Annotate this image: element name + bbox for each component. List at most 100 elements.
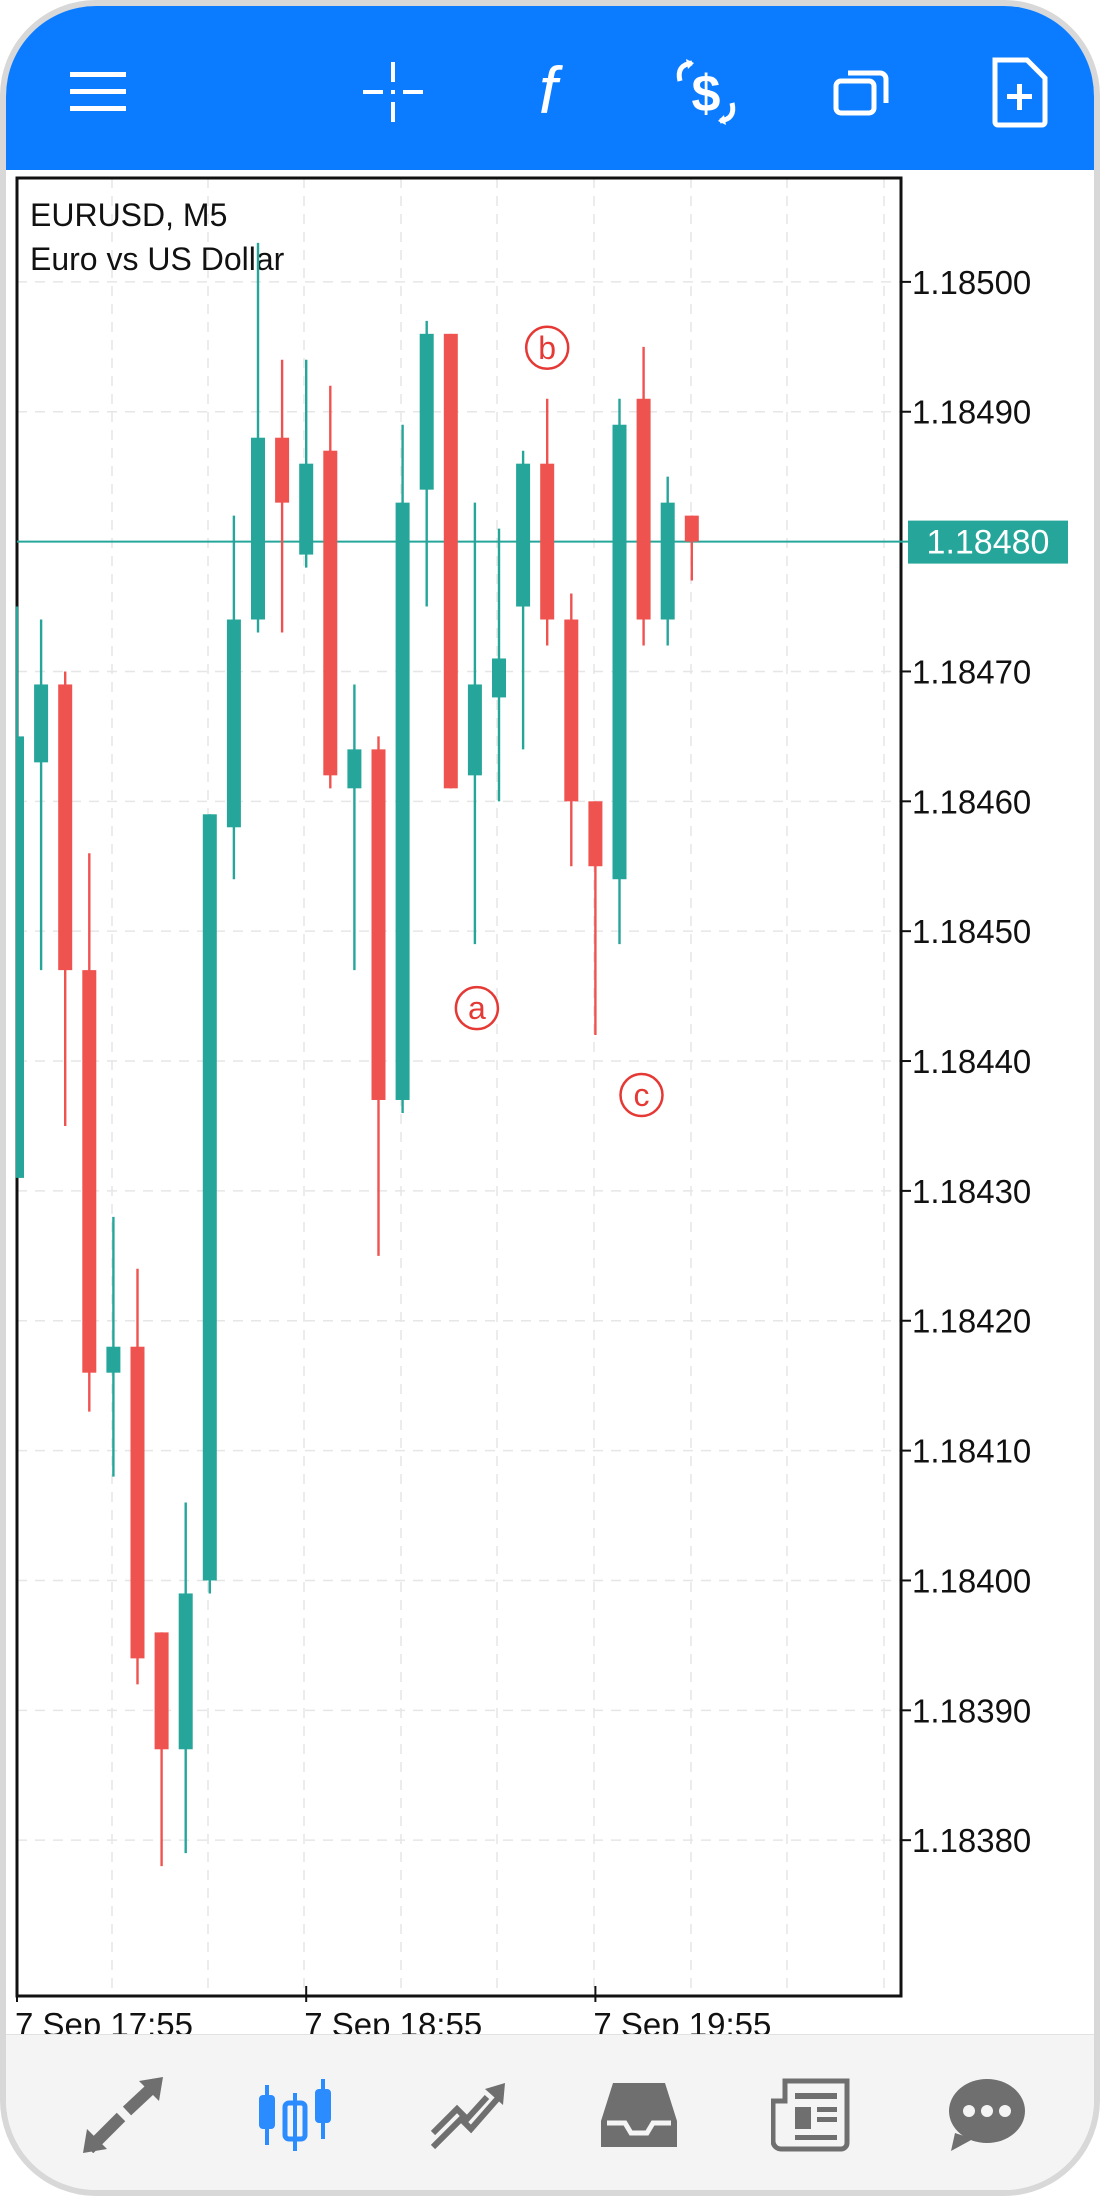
candle-body [467, 684, 482, 776]
annotation-marker: b [524, 325, 570, 371]
candle [540, 398, 555, 646]
annotation-circle [619, 1072, 664, 1118]
annotation-label: c [634, 1077, 650, 1113]
nav-trade[interactable] [407, 2065, 527, 2165]
candle-body [492, 658, 506, 698]
candle-body [34, 684, 49, 763]
candle-body [540, 463, 555, 620]
trade-history-icon [430, 2083, 505, 2150]
candle [660, 476, 675, 646]
time-axis: 7 Sep 17:55 7 Sep 18:55 7 Sep 19:55 [15, 1986, 771, 2034]
svg-text:$: $ [692, 65, 721, 123]
chart-grid [17, 178, 901, 1996]
y-tick-label: 1.18440 [912, 1043, 1031, 1080]
candle [34, 619, 49, 971]
current-price-tag: 1.18480 [908, 520, 1068, 564]
candle [443, 333, 458, 789]
y-tick-label: 1.18380 [912, 1822, 1031, 1859]
nav-quotes[interactable] [63, 2065, 183, 2165]
trade-icon: $ [676, 59, 736, 125]
candle [299, 359, 314, 568]
annotation-marker: a [454, 985, 500, 1031]
indicators-button[interactable]: f [498, 42, 598, 142]
candle [178, 1502, 193, 1854]
candle-body [18, 736, 24, 1178]
bottom-navigation [6, 2034, 1094, 2190]
annotation-label: a [468, 990, 486, 1026]
candle [251, 242, 265, 633]
candle [684, 515, 699, 581]
candle-body [251, 437, 265, 620]
candle [636, 346, 651, 646]
window-button[interactable] [812, 42, 912, 142]
annotation-marker: c [619, 1072, 664, 1118]
candle-body [154, 1632, 169, 1750]
svg-text:f: f [539, 57, 564, 127]
candle [588, 801, 603, 1036]
candle [106, 1216, 121, 1477]
x-tick-label: 7 Sep 18:55 [304, 2006, 482, 2034]
nav-history[interactable] [579, 2065, 699, 2165]
history-icon [601, 2083, 677, 2147]
candle-body [660, 502, 675, 620]
candle-body [516, 463, 531, 607]
candle-body [226, 619, 241, 828]
candle-body [275, 437, 290, 503]
x-tick-label: 7 Sep 17:55 [15, 2006, 193, 2034]
y-tick-label: 1.18410 [912, 1433, 1031, 1470]
candle-body [612, 424, 627, 880]
annotations: a b c [454, 325, 664, 1118]
candle [371, 736, 386, 1256]
y-tick-label: 1.18420 [912, 1303, 1031, 1340]
candle-body [106, 1346, 121, 1373]
y-tick-label: 1.18430 [912, 1173, 1031, 1210]
candle-body [636, 398, 651, 620]
crosshair-icon [363, 62, 423, 122]
candle-body [202, 814, 217, 1581]
price-chart[interactable]: EURUSD, M5 Euro vs US Dollar a b c 1.18500… [6, 170, 1100, 2034]
new-order-icon [992, 57, 1048, 128]
annotation-circle [524, 325, 570, 371]
top-toolbar: f $ [6, 6, 1094, 170]
candle-body [395, 502, 410, 1100]
candle-body [299, 463, 314, 555]
y-tick-label: 1.18500 [912, 264, 1031, 301]
candle [419, 320, 434, 607]
y-tick-label: 1.18390 [912, 1692, 1031, 1729]
candle [492, 528, 506, 802]
candle [226, 515, 241, 880]
window-icon [833, 70, 889, 116]
candle-body [371, 749, 386, 1100]
y-tick-label: 1.18470 [912, 653, 1031, 690]
annotation-circle [454, 985, 500, 1031]
trade-button[interactable]: $ [656, 42, 756, 142]
candle [15, 606, 24, 1178]
chart-frame [15, 176, 903, 1998]
candle [82, 853, 97, 1412]
candle [612, 398, 627, 945]
indicators-icon: f [539, 57, 564, 127]
y-tick-label: 1.18450 [912, 913, 1031, 950]
chart-symbol-label: EURUSD, M5 [30, 197, 227, 233]
candles [15, 242, 699, 1867]
chart-icon [259, 2079, 331, 2151]
crosshair-button[interactable] [343, 42, 443, 142]
candle-body [58, 684, 73, 971]
candle-body [419, 333, 434, 490]
candle [323, 385, 338, 789]
y-tick-label: 1.18460 [912, 783, 1031, 820]
candle [516, 450, 531, 750]
candle-body [178, 1593, 193, 1750]
candle [467, 502, 482, 945]
messages-icon [949, 2079, 1025, 2151]
nav-news[interactable] [751, 2065, 871, 2165]
nav-chart[interactable] [235, 2065, 355, 2165]
candle [58, 671, 73, 1126]
new-order-button[interactable] [969, 42, 1069, 142]
candle-body [130, 1346, 145, 1659]
menu-button[interactable] [48, 42, 148, 142]
candle [154, 1632, 169, 1867]
nav-messages[interactable] [927, 2065, 1047, 2165]
candle-body [82, 970, 97, 1373]
